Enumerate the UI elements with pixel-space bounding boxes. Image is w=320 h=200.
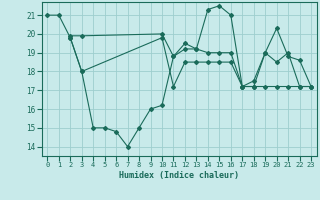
X-axis label: Humidex (Indice chaleur): Humidex (Indice chaleur) — [119, 171, 239, 180]
